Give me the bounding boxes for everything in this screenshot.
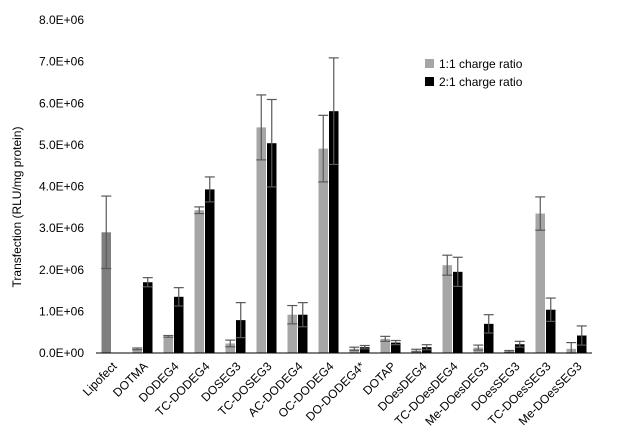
error-bar [452, 256, 463, 287]
error-bar [359, 344, 370, 350]
legend-label-1-1: 1:1 charge ratio [439, 57, 523, 71]
bar-ratio-1-1 [287, 314, 297, 353]
error-bar [514, 340, 525, 348]
y-tick-label: 6.0E+06 [39, 96, 84, 110]
legend-label-2-1: 2:1 charge ratio [439, 75, 523, 89]
error-bar [287, 304, 298, 325]
error-bar [390, 339, 401, 346]
y-tick-label: 2.0E+06 [39, 263, 84, 277]
y-axis-ticks: 0.0E+00 1.0E+06 2.0E+06 3.0E+06 4.0E+06 5.0E+… [39, 13, 84, 360]
y-tick-label: 8.0E+06 [39, 13, 84, 27]
error-bar [225, 339, 236, 348]
bar-ratio-1-1 [225, 343, 235, 353]
error-bar [473, 344, 484, 351]
error-bar [235, 302, 246, 339]
error-bar [194, 206, 205, 215]
bar-ratio-2-1 [391, 342, 401, 353]
error-bar [142, 277, 153, 288]
error-bar [101, 195, 112, 270]
error-bar [256, 94, 267, 161]
bar-ratio-1-1 [163, 336, 173, 353]
bar-ratio-2-1 [298, 314, 308, 353]
y-tick-label: 1.0E+06 [39, 304, 84, 318]
error-bar [576, 325, 587, 346]
bar-ratio-1-1 [256, 127, 266, 353]
error-bar [163, 334, 174, 338]
bar-ratio-1-1 [318, 148, 328, 353]
bar-ratio-2-1 [484, 323, 494, 353]
legend: 1:1 charge ratio 2:1 charge ratio [425, 57, 523, 89]
error-bar [442, 254, 453, 276]
error-bar [545, 297, 556, 322]
bars [101, 111, 587, 353]
error-bar [411, 348, 422, 353]
x-axis-labels: LipofectDOTMADODEG4TC-DODEG4DOSEG3TC-DOS… [80, 359, 585, 429]
bar-ratio-1-1 [194, 210, 204, 353]
y-tick-label: 5.0E+06 [39, 138, 84, 152]
error-bar [318, 114, 329, 183]
error-bar [132, 347, 143, 351]
bar-ratio-2-1 [453, 271, 463, 353]
error-bar [349, 346, 360, 352]
y-axis-title: Transfection (RLU/mg protein) [10, 127, 24, 288]
bar-ratio-1-1 [101, 232, 111, 353]
error-bar [380, 335, 391, 342]
y-tick-label: 7.0E+06 [39, 55, 84, 69]
bar-ratio-2-1 [360, 347, 370, 353]
bar-ratio-2-1 [546, 309, 556, 353]
error-bar [535, 196, 546, 231]
error-bar [204, 176, 215, 203]
error-bar [297, 302, 308, 328]
error-bar [483, 314, 494, 334]
error-bar [173, 287, 184, 307]
error-bar [266, 98, 277, 188]
bar-ratio-1-1 [380, 338, 390, 353]
legend-swatch-2-1 [425, 77, 434, 86]
bar-ratio-2-1 [267, 143, 277, 353]
y-tick-label: 3.0E+06 [39, 221, 84, 235]
y-tick-label: 4.0E+06 [39, 180, 84, 194]
error-bar [421, 344, 432, 351]
bar-ratio-2-1 [174, 296, 184, 353]
bar-ratio-2-1 [515, 344, 525, 353]
bar-ratio-1-1 [442, 265, 452, 353]
bar-ratio-2-1 [205, 189, 215, 353]
error-bar [328, 57, 339, 166]
bar-ratio-2-1 [143, 282, 153, 353]
legend-swatch-1-1 [425, 59, 434, 68]
bar-ratio-2-1 [329, 111, 339, 353]
bar-ratio-1-1 [535, 213, 545, 353]
bar-ratio-1-1 [132, 348, 142, 353]
error-bar [504, 349, 515, 353]
y-tick-label: 0.0E+00 [39, 346, 84, 360]
error-bars [101, 57, 587, 354]
